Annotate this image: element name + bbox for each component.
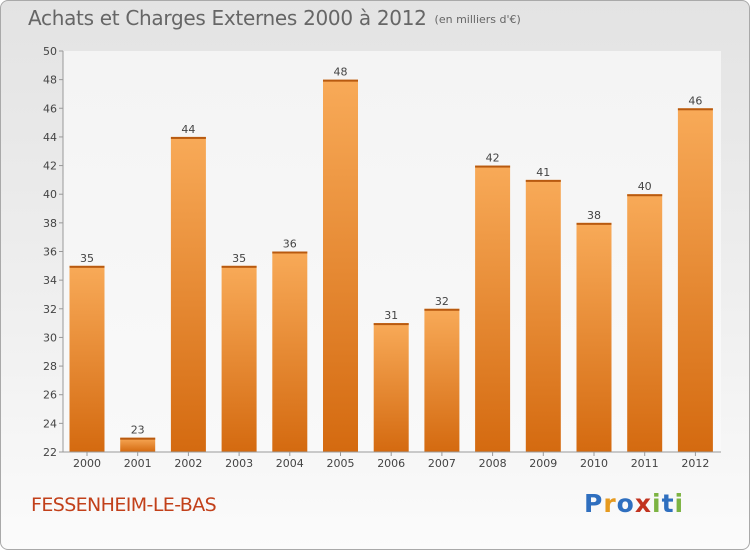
x-tick-label: 2006 [377, 457, 405, 470]
bar-top-edge [627, 194, 663, 197]
x-tick-label: 2009 [529, 457, 557, 470]
bar-2010 [576, 222, 612, 452]
logo-letter: i [674, 489, 685, 518]
x-tick-label: 2001 [124, 457, 152, 470]
data-label: 41 [536, 166, 550, 179]
x-tick-label: 2000 [73, 457, 101, 470]
y-tick-label: 46 [43, 102, 57, 115]
y-tick-label: 26 [43, 389, 57, 402]
bar-2007 [424, 308, 460, 452]
x-tick-label: 2004 [276, 457, 304, 470]
chart-title: Achats et Charges Externes 2000 à 2012 (e… [28, 6, 521, 30]
bar-2003 [221, 265, 257, 452]
y-tick-label: 28 [43, 360, 57, 373]
chart-subtitle: (en milliers d'€) [434, 13, 521, 26]
x-tick-label: 2011 [631, 457, 659, 470]
bar-top-edge [272, 251, 308, 254]
bar-top-edge [677, 108, 713, 111]
logo-letter: t [661, 489, 675, 518]
y-tick-label: 32 [43, 303, 57, 316]
x-tick-label: 2003 [225, 457, 253, 470]
x-tick-label: 2012 [681, 457, 709, 470]
town-name: FESSENHEIM-LE-BAS [31, 494, 217, 516]
x-tick-label: 2002 [174, 457, 202, 470]
bar-top-edge [373, 323, 409, 326]
data-label: 40 [638, 180, 652, 193]
data-label: 38 [587, 209, 601, 222]
y-tick-label: 38 [43, 217, 57, 230]
bar-top-edge [525, 179, 561, 182]
bar-top-edge [576, 222, 612, 225]
y-tick-label: 34 [43, 274, 57, 287]
x-tick-label: 2008 [479, 457, 507, 470]
y-tick-label: 44 [43, 131, 57, 144]
x-tick-label: 2007 [428, 457, 456, 470]
bar-2004 [272, 251, 308, 452]
data-label: 35 [80, 252, 94, 265]
y-tick-label: 30 [43, 331, 57, 344]
bar-top-edge [323, 79, 358, 82]
y-tick-label: 24 [43, 417, 57, 430]
data-label: 44 [181, 123, 195, 136]
data-label: 32 [435, 295, 449, 308]
data-label: 35 [232, 252, 246, 265]
bar-2001 [120, 437, 156, 452]
bar-top-edge [221, 265, 257, 268]
y-tick-label: 42 [43, 160, 57, 173]
logo-letter: P [584, 489, 604, 518]
bar-top-edge [170, 136, 206, 139]
bar-2000 [69, 265, 105, 452]
data-label: 36 [283, 238, 297, 251]
data-label: 48 [334, 66, 348, 79]
proxiti-logo: Proxiti [584, 489, 684, 518]
chart-title-text: Achats et Charges Externes 2000 à 2012 [28, 6, 427, 30]
bar-2002 [170, 136, 206, 452]
y-tick-label: 48 [43, 74, 57, 87]
y-tick-label: 22 [43, 446, 57, 459]
bar-2011 [627, 194, 663, 452]
data-label: 46 [688, 94, 702, 107]
bar-2008 [475, 165, 511, 453]
bar-top-edge [475, 165, 511, 168]
y-tick-label: 40 [43, 188, 57, 201]
data-label: 23 [131, 424, 145, 437]
bar-top-edge [120, 437, 156, 440]
bar-top-edge [424, 308, 460, 311]
bar-2009 [525, 179, 561, 452]
logo-letter: o [616, 489, 635, 518]
bar-top-edge [69, 265, 105, 268]
bar-2006 [373, 323, 409, 452]
y-tick-label: 36 [43, 246, 57, 259]
x-tick-label: 2010 [580, 457, 608, 470]
bar-2012 [677, 108, 713, 453]
x-tick-label: 2005 [327, 457, 355, 470]
logo-letter: x [634, 489, 652, 518]
y-tick-label: 50 [43, 45, 57, 58]
data-label: 42 [486, 152, 500, 165]
bar-2005 [323, 79, 358, 453]
logo-letter: r [603, 489, 617, 518]
data-label: 31 [384, 309, 398, 322]
logo-letter: i [652, 489, 662, 518]
